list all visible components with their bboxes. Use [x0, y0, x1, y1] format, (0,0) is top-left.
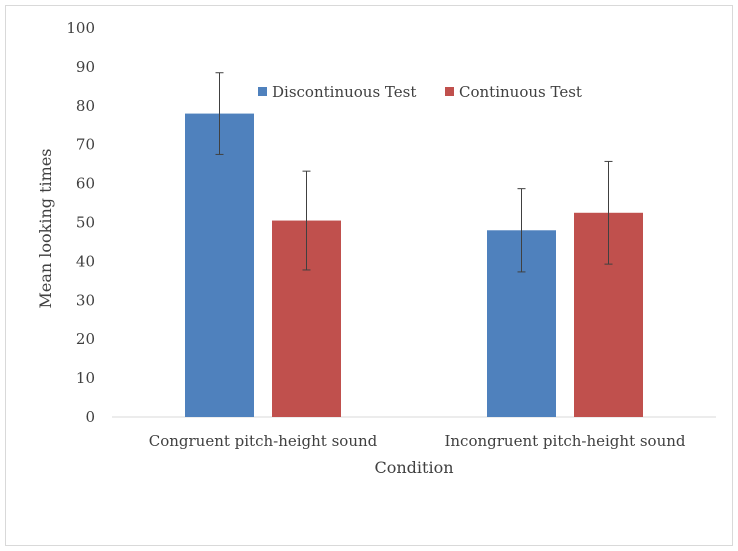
bars [185, 113, 643, 417]
error-bar [215, 72, 224, 155]
y-axis-ticks: 0 10 20 30 40 50 60 70 80 90 100 [66, 19, 95, 426]
x-axis-ticks: Congruent pitch-height sound Incongruent … [149, 432, 686, 450]
y-tick-label: 90 [76, 58, 95, 76]
legend-item: Continuous Test [445, 83, 582, 101]
y-tick-label: 0 [85, 408, 95, 426]
legend-label: Discontinuous Test [272, 83, 416, 101]
y-tick-label: 70 [76, 136, 95, 154]
y-tick-label: 40 [76, 252, 95, 270]
error-bar [517, 188, 526, 273]
legend-label: Continuous Test [459, 83, 582, 101]
x-tick-label: Incongruent pitch-height sound [444, 432, 685, 450]
y-tick-label: 10 [76, 369, 95, 387]
y-tick-label: 100 [66, 19, 95, 37]
legend-item: Discontinuous Test [258, 83, 416, 101]
error-bars [215, 72, 613, 273]
legend: Discontinuous Test Continuous Test [258, 83, 582, 101]
legend-swatch [445, 87, 454, 96]
y-tick-label: 50 [76, 214, 95, 232]
x-tick-label: Congruent pitch-height sound [149, 432, 378, 450]
y-axis-title: Mean looking times [36, 148, 55, 308]
bar [185, 113, 254, 417]
error-bar [302, 170, 311, 271]
y-tick-label: 60 [76, 175, 95, 193]
error-bar [604, 160, 613, 265]
y-tick-label: 30 [76, 291, 95, 309]
x-axis-title: Condition [374, 458, 453, 477]
legend-swatch [258, 87, 267, 96]
y-tick-label: 80 [76, 97, 95, 115]
y-tick-label: 20 [76, 330, 95, 348]
